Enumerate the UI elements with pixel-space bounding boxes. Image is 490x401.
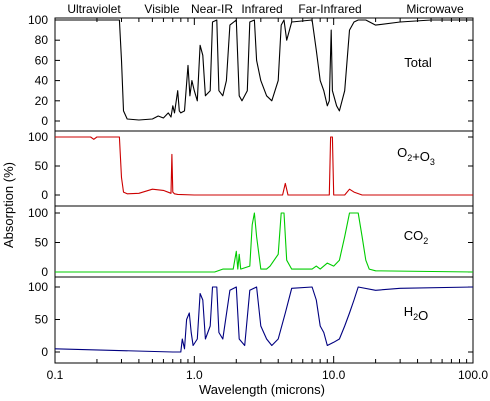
y-tick-label: 20 (35, 94, 49, 108)
band-label: Microwave (406, 2, 464, 16)
series-line-h2o (54, 286, 474, 353)
series-label: H2O (404, 304, 429, 323)
x-axis: 0.1 1.0 10.0 100.0 (47, 18, 488, 382)
x-tick-label: 10.0 (322, 368, 346, 382)
y-axis-label: Absorption (%) (1, 162, 16, 248)
x-tick-label: 1.0 (186, 368, 203, 382)
y-tick-label: 100 (28, 280, 48, 294)
panel-h2o: 100 50 0 H2O (28, 276, 474, 364)
band-label: Near-IR (191, 2, 233, 16)
y-tick-label: 100 (28, 206, 48, 220)
series-label: O2+O3 (397, 145, 435, 167)
panel-co2: 100 50 0 CO2 (28, 205, 474, 279)
x-axis-label: Wavelength (microns) (199, 382, 325, 397)
series-label: Total (404, 55, 432, 70)
y-tick-label: 0 (41, 114, 48, 128)
band-label: Ultraviolet (67, 2, 121, 16)
band-label: Infrared (241, 2, 282, 16)
series-line-co2 (55, 212, 474, 273)
y-tick-label: 100 (28, 130, 48, 144)
band-label: Far-Infrared (298, 2, 361, 16)
x-tick-label: 100.0 (458, 368, 488, 382)
panel-total: 100 80 60 40 20 0 Total (28, 13, 474, 132)
chart-panels: 100806040200Total100500O2+O3100500CO2100… (28, 13, 474, 364)
y-tick-label: 50 (35, 313, 49, 327)
panel-o2-o3: 100 50 0 O2+O3 (28, 130, 474, 207)
series-line-o2-o3 (55, 136, 473, 196)
x-tick-label: 0.1 (47, 368, 64, 382)
y-tick-label: 60 (35, 53, 49, 67)
y-tick-label: 80 (35, 33, 49, 47)
y-tick-label: 0 (41, 188, 48, 202)
panel-frame (54, 17, 474, 132)
band-label: Visible (144, 2, 179, 16)
y-tick-label: 50 (35, 159, 49, 173)
y-tick-label: 0 (41, 265, 48, 279)
series-label: CO2 (404, 228, 429, 246)
y-tick-label: 100 (28, 13, 48, 27)
y-tick-label: 50 (35, 236, 49, 250)
band-labels: Ultraviolet Visible Near-IR Infrared Far-Inf… (67, 2, 464, 16)
y-tick-label: 40 (35, 74, 49, 88)
y-tick-label: 0 (41, 345, 48, 359)
series-line-total (55, 19, 473, 121)
